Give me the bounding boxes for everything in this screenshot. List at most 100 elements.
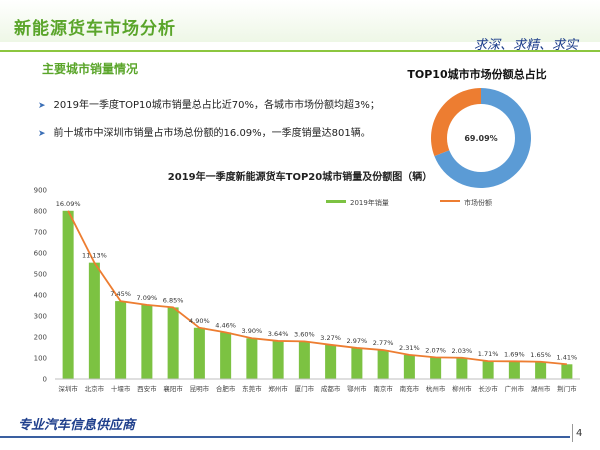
- bar: [141, 304, 153, 379]
- page-number: 4: [576, 428, 583, 439]
- legend-bar-swatch: [326, 200, 346, 203]
- chart-legend: 2019年销量 市场份额: [326, 198, 492, 207]
- bar: [62, 210, 74, 379]
- pie-hole: [447, 104, 515, 172]
- bar: [377, 350, 389, 379]
- share-data-label: 2.31%: [399, 344, 420, 352]
- bar: [246, 338, 258, 379]
- footer-slogan: 专业汽车信息供应商: [18, 418, 136, 433]
- header-divider: [0, 50, 600, 52]
- share-data-label: 7.09%: [137, 294, 158, 302]
- bullet-2-text: 前十城市中深圳市销量占市场总份额的16.09%，一季度销量达801辆。: [53, 128, 371, 139]
- y-tick-label: 800: [34, 208, 47, 216]
- y-tick-label: 0: [43, 376, 47, 384]
- x-tick-label: 郑州市: [268, 384, 288, 393]
- bar: [115, 301, 127, 379]
- bar-line-chart: 2019年销量 市场份额 0 100 200 300 400 500 600 700 800 90…: [34, 187, 580, 393]
- x-tick-label: 南京市: [373, 384, 393, 393]
- share-data-label: 3.90%: [242, 327, 263, 335]
- y-tick-label: 100: [34, 355, 47, 363]
- pie-value-label: 69.09%: [464, 134, 497, 143]
- legend-bar-label: 2019年销量: [350, 198, 389, 207]
- legend-line-label: 市场份额: [464, 198, 492, 207]
- y-tick-label: 600: [34, 250, 47, 258]
- x-tick-label: 合肥市: [216, 384, 236, 393]
- y-tick-label: 700: [34, 229, 47, 237]
- share-data-label: 1.65%: [530, 351, 551, 359]
- y-axis: 0 100 200 300 400 500 600 700 800 900: [34, 187, 47, 384]
- bar: [508, 361, 520, 379]
- x-axis: 深圳市 北京市 十堰市 西安市 襄阳市 昆明市 合肥市 东莞市 郑州市 厦门市 成都市 鄂州市 南京市南…: [55, 378, 580, 393]
- x-tick-label: 广州市: [505, 384, 525, 393]
- share-data-label: 4.90%: [189, 317, 210, 325]
- x-tick-label: 深圳市: [58, 384, 78, 393]
- bar: [535, 361, 547, 379]
- bar: [456, 357, 468, 379]
- share-data-label: 3.60%: [294, 330, 315, 338]
- bar: [430, 357, 442, 379]
- section-title: 主要城市销量情况: [42, 62, 139, 76]
- pie-title: TOP10城市市场份额总占比: [407, 68, 547, 81]
- bar: [298, 341, 310, 379]
- bar: [88, 262, 100, 379]
- x-tick-label: 西安市: [137, 384, 157, 393]
- footer-divider: [0, 436, 570, 438]
- x-tick-label: 襄阳市: [163, 384, 183, 393]
- bar: [561, 364, 573, 379]
- page-number-separator: [572, 424, 573, 442]
- bar: [403, 354, 415, 379]
- share-data-label: 2.97%: [347, 337, 368, 345]
- x-tick-label: 鄂州市: [347, 384, 367, 393]
- share-data-label: 3.64%: [268, 330, 289, 338]
- x-tick-label: 厦门市: [295, 384, 315, 393]
- share-line-path: [67, 210, 567, 366]
- bar: [167, 307, 179, 379]
- share-data-label: 1.41%: [557, 353, 578, 361]
- share-data-label: 4.46%: [215, 321, 236, 329]
- share-data-label: 2.03%: [452, 347, 473, 355]
- bullet-arrow-icon: ➤: [38, 129, 46, 139]
- share-data-label: 2.07%: [425, 346, 446, 354]
- y-tick-label: 900: [34, 187, 47, 195]
- share-data-label: 7.45%: [110, 290, 131, 298]
- x-tick-label: 湖州市: [531, 384, 551, 393]
- share-data-label: 3.27%: [320, 334, 341, 342]
- share-data-label: 6.85%: [163, 296, 184, 304]
- x-tick-label: 东莞市: [242, 384, 262, 393]
- chart-title: 2019年一季度新能源货车TOP20城市销量及份额图（辆）: [167, 172, 433, 183]
- share-data-label: 1.71%: [478, 350, 499, 358]
- header-band: [0, 0, 600, 42]
- share-line: 16.09% 11.13% 7.45% 7.09% 6.85% 4.90% 4.46% 3.9…: [56, 200, 578, 366]
- x-tick-label: 成都市: [321, 384, 341, 393]
- x-tick-label: 昆明市: [190, 384, 210, 393]
- pie-chart: 69.09%: [431, 88, 531, 188]
- share-data-label: 11.13%: [82, 252, 107, 260]
- y-tick-label: 300: [34, 313, 47, 321]
- bar: [220, 332, 232, 379]
- bar: [482, 361, 494, 379]
- bullet-1: ➤ 2019年一季度TOP10城市销量总占比近70%，各城市市场份额均超3%；: [38, 96, 380, 111]
- share-data-label: 2.77%: [373, 339, 394, 347]
- bars: [62, 210, 573, 379]
- bullet-arrow-icon: ➤: [38, 101, 46, 111]
- share-data-label: 16.09%: [56, 200, 81, 208]
- share-data-label: 1.69%: [504, 350, 525, 358]
- x-tick-label: 长沙市: [478, 384, 498, 393]
- x-tick-label: 荆门市: [557, 384, 577, 393]
- header-slogan: 求深、求精、求实: [473, 38, 578, 53]
- x-tick-label: 杭州市: [426, 384, 446, 393]
- x-tick-label: 南充市: [400, 384, 420, 393]
- bar: [193, 327, 205, 379]
- x-tick-label: 十堰市: [111, 384, 131, 393]
- y-tick-label: 400: [34, 292, 47, 300]
- bar: [325, 344, 337, 379]
- bullet-2: ➤ 前十城市中深圳市销量占市场总份额的16.09%，一季度销量达801辆。: [38, 124, 371, 139]
- x-tick-label: 北京市: [85, 384, 105, 393]
- x-tick-label: 柳州市: [452, 384, 472, 393]
- page-title: 新能源货车市场分析: [14, 19, 176, 39]
- y-tick-label: 200: [34, 334, 47, 342]
- bar: [272, 340, 284, 379]
- y-tick-label: 500: [34, 271, 47, 279]
- bullet-1-text: 2019年一季度TOP10城市销量总占比近70%，各城市市场份额均超3%；: [53, 100, 380, 111]
- bar: [351, 347, 363, 379]
